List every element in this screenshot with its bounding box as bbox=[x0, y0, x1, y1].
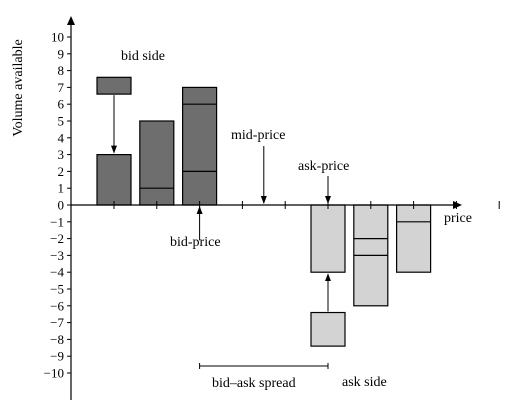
y-tick-label: −9 bbox=[50, 349, 64, 364]
bid-bar bbox=[139, 120, 175, 206]
ask-incoming-order bbox=[310, 311, 346, 347]
y-tick-label: 0 bbox=[58, 198, 65, 213]
x-axis-arrowhead bbox=[453, 201, 462, 209]
ask-price-label: ask-price bbox=[298, 159, 349, 174]
y-tick-label: 6 bbox=[58, 97, 65, 112]
y-tick-label: −8 bbox=[50, 332, 64, 347]
bid-incoming-order bbox=[96, 76, 132, 95]
y-tick-label: 2 bbox=[58, 164, 65, 179]
y-tick-label: −2 bbox=[50, 231, 64, 246]
bid-side-label: bid side bbox=[121, 49, 165, 64]
y-tick-label: −3 bbox=[50, 248, 64, 263]
x-axis-label: price bbox=[444, 211, 472, 226]
y-tick-label: 5 bbox=[58, 114, 65, 129]
y-tick-label: −4 bbox=[50, 265, 64, 280]
y-tick-label: 7 bbox=[58, 80, 65, 95]
y-tick-label: −6 bbox=[50, 298, 64, 313]
y-tick-label: 9 bbox=[58, 46, 65, 61]
y-tick-label: −1 bbox=[50, 214, 64, 229]
y-tick-label: −5 bbox=[50, 282, 64, 297]
y-tick-label: −10 bbox=[44, 366, 64, 381]
x-ticks bbox=[113, 201, 500, 209]
spread-label: bid–ask spread bbox=[212, 376, 296, 391]
y-axis-arrowhead bbox=[67, 16, 75, 25]
y-tick-label: 8 bbox=[58, 63, 65, 78]
y-axis-label: Volume available bbox=[11, 39, 26, 136]
y-tick-label: 10 bbox=[51, 30, 64, 45]
y-tick-label: 1 bbox=[58, 181, 65, 196]
bid-bar bbox=[182, 86, 218, 206]
y-tick-label: 4 bbox=[58, 130, 65, 145]
bars-layer bbox=[96, 76, 432, 347]
annotation-arrows bbox=[111, 95, 331, 369]
ask-side-label: ask side bbox=[342, 375, 387, 390]
y-tick-label: 3 bbox=[58, 147, 65, 162]
bid-bar bbox=[96, 154, 132, 206]
ask-bar bbox=[396, 204, 432, 273]
bid-price-label: bid-price bbox=[170, 235, 221, 250]
mid-price-label: mid-price bbox=[231, 128, 285, 143]
y-tick-label: −7 bbox=[50, 315, 64, 330]
ask-bar bbox=[310, 204, 346, 273]
